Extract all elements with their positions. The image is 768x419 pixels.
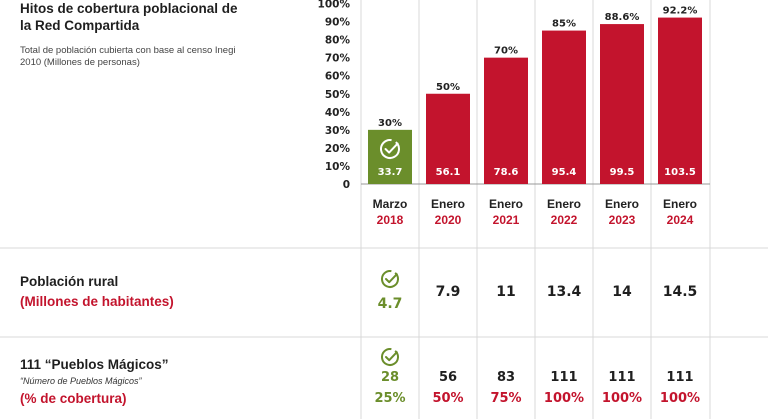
check-circle-icon <box>380 139 400 159</box>
bar-value-label: 103.5 <box>664 167 696 178</box>
bar-percent-label: 70% <box>494 46 518 57</box>
y-tick-label: 50% <box>325 89 351 101</box>
bar-value-label: 56.1 <box>436 167 461 178</box>
bar-percent-label: 88.6% <box>605 12 640 23</box>
x-category-label: Enero <box>489 197 523 211</box>
check-circle-icon <box>381 348 399 366</box>
check-circle-icon <box>381 270 399 288</box>
pueblos-count: 56 <box>438 370 458 385</box>
x-category-label: Enero <box>547 197 581 211</box>
bar <box>600 24 644 185</box>
pueblos-count: 111 <box>608 370 636 385</box>
x-category-label: Enero <box>605 197 639 211</box>
pueblos-count: 83 <box>496 370 516 385</box>
bar <box>542 30 586 185</box>
x-category-label: Marzo <box>373 197 408 211</box>
pueblos-count: 111 <box>550 370 578 385</box>
bar <box>658 17 702 185</box>
bar-value-label: 95.4 <box>552 167 577 178</box>
y-tick-label: 100% <box>318 0 351 11</box>
pueblos-count: 28 <box>380 370 400 385</box>
y-tick-label: 30% <box>325 125 351 137</box>
x-category-label: Enero <box>431 197 465 211</box>
bar-value-label: 99.5 <box>610 167 635 178</box>
pueblos-row-sublabel: (% de cobertura) <box>20 391 127 406</box>
x-category-year: 2021 <box>493 213 520 227</box>
pueblos-percent: 100% <box>543 391 585 406</box>
bar <box>368 129 412 184</box>
pueblos-percent: 100% <box>601 391 643 406</box>
bar <box>426 93 470 184</box>
x-category-year: 2024 <box>667 213 694 227</box>
rural-row-label: Población rural <box>20 274 119 289</box>
pueblos-row-label: 111 “Pueblos Mágicos” <box>20 357 169 372</box>
x-category-label: Enero <box>663 197 697 211</box>
y-tick-label: 90% <box>325 17 351 29</box>
y-tick-label: 60% <box>325 71 351 83</box>
x-category-year: 2023 <box>609 213 636 227</box>
x-category-year: 2020 <box>435 213 462 227</box>
pueblos-percent: 50% <box>432 391 464 406</box>
bar-percent-label: 92.2% <box>663 6 698 17</box>
bar-percent-label: 30% <box>378 118 402 129</box>
bar-value-label: 78.6 <box>494 167 519 178</box>
y-tick-label: 40% <box>325 107 351 119</box>
y-tick-label: 70% <box>325 53 351 65</box>
pueblos-percent: 100% <box>659 391 701 406</box>
rural-value: 4.7 <box>377 296 403 312</box>
chart-subtitle: Total de población cubierta con base al … <box>20 45 236 68</box>
pueblos-percent: 25% <box>374 391 406 406</box>
chart-title: Hitos de cobertura poblacional de la Red… <box>20 1 238 33</box>
y-tick-label: 0 <box>343 179 350 191</box>
bar-percent-label: 50% <box>436 82 460 93</box>
y-tick-label: 10% <box>325 161 351 173</box>
rural-value: 14 <box>612 284 632 300</box>
y-tick-label: 80% <box>325 35 351 47</box>
pueblos-percent: 75% <box>490 391 522 406</box>
bar-percent-label: 85% <box>552 19 576 30</box>
bar-value-label: 33.7 <box>378 167 403 178</box>
bar <box>484 57 528 184</box>
rural-value: 11 <box>496 284 516 300</box>
x-category-year: 2022 <box>551 213 578 227</box>
pueblos-row-note: “Número de Pueblos Mágicos” <box>20 376 142 386</box>
pueblos-count: 111 <box>666 370 694 385</box>
rural-value: 7.9 <box>435 284 461 300</box>
rural-row-sublabel: (Millones de habitantes) <box>20 294 174 309</box>
x-category-year: 2018 <box>377 213 404 227</box>
rural-value: 13.4 <box>546 284 582 300</box>
rural-value: 14.5 <box>662 284 698 300</box>
y-tick-label: 20% <box>325 143 351 155</box>
